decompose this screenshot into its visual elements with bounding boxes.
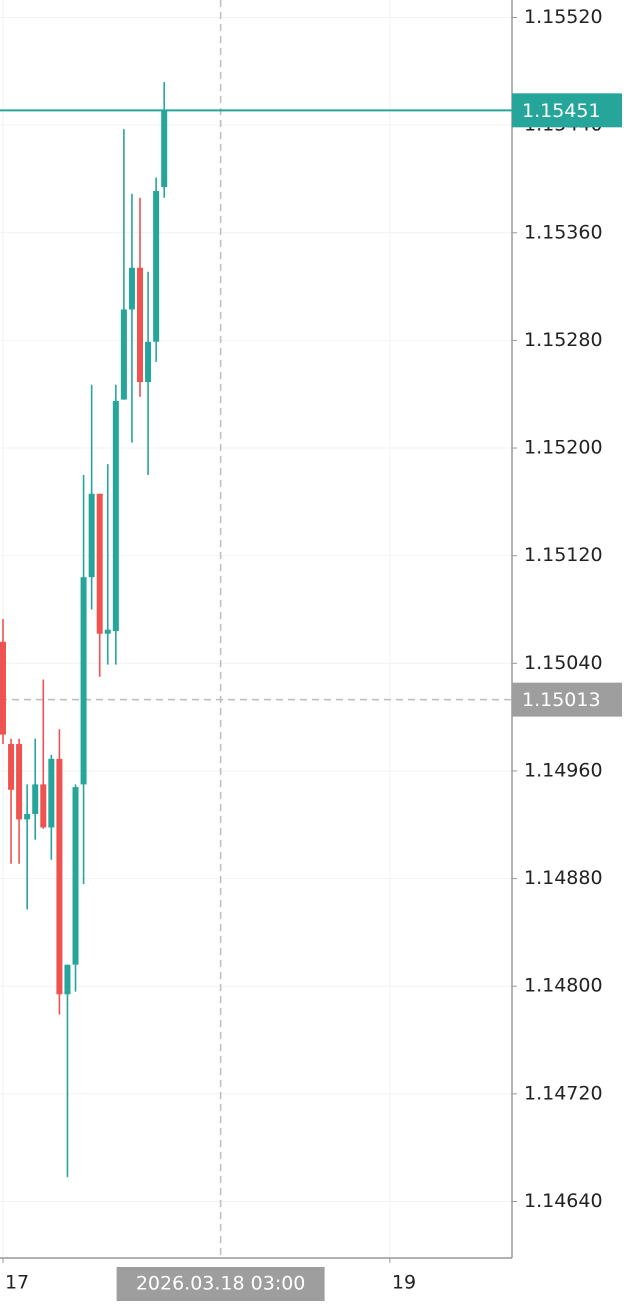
candle-body <box>56 758 63 995</box>
candle-body <box>88 493 95 578</box>
y-tick-label: 1.14880 <box>524 867 603 889</box>
candle-body <box>104 629 111 634</box>
candle-body <box>128 267 135 310</box>
x-tick-label: 17 <box>5 1272 29 1294</box>
candle-body <box>153 191 160 342</box>
crosshair-time-label: 2026.03.18 03:00 <box>136 1273 306 1295</box>
y-tick-label: 1.14960 <box>524 759 603 781</box>
y-tick-label: 1.14800 <box>524 975 603 997</box>
candle-body <box>137 267 144 383</box>
candle-body <box>112 400 119 632</box>
candle-body <box>24 814 31 820</box>
y-tick-label: 1.15200 <box>524 437 603 459</box>
y-tick-label: 1.15120 <box>524 544 603 566</box>
y-tick-label: 1.15040 <box>524 652 603 674</box>
x-tick-label: 19 <box>392 1272 416 1294</box>
y-tick-label: 1.14720 <box>524 1082 603 1104</box>
crosshair-time-badge <box>116 1267 325 1301</box>
y-tick-label: 1.14640 <box>524 1190 603 1212</box>
candle-body <box>40 784 47 828</box>
candle-body <box>48 758 55 828</box>
candle-body <box>16 744 23 820</box>
last-price-badge <box>512 93 622 128</box>
candle-body <box>96 493 103 634</box>
y-tick-label: 1.15520 <box>524 6 603 28</box>
candle-body <box>64 964 71 995</box>
candle-body <box>0 641 6 735</box>
candle-body <box>8 744 15 790</box>
candle-body <box>161 110 168 188</box>
last-price-label: 1.15451 <box>522 100 601 122</box>
candle-body <box>32 784 39 814</box>
y-tick-label: 1.15360 <box>524 221 603 243</box>
y-tick-label: 1.15280 <box>524 329 603 351</box>
candle-body <box>80 577 87 785</box>
crosshair-price-badge <box>512 682 622 717</box>
candle-body <box>120 309 127 400</box>
candle-body <box>145 341 152 383</box>
crosshair-price-label: 1.15013 <box>522 689 601 711</box>
candle-body <box>72 787 79 965</box>
